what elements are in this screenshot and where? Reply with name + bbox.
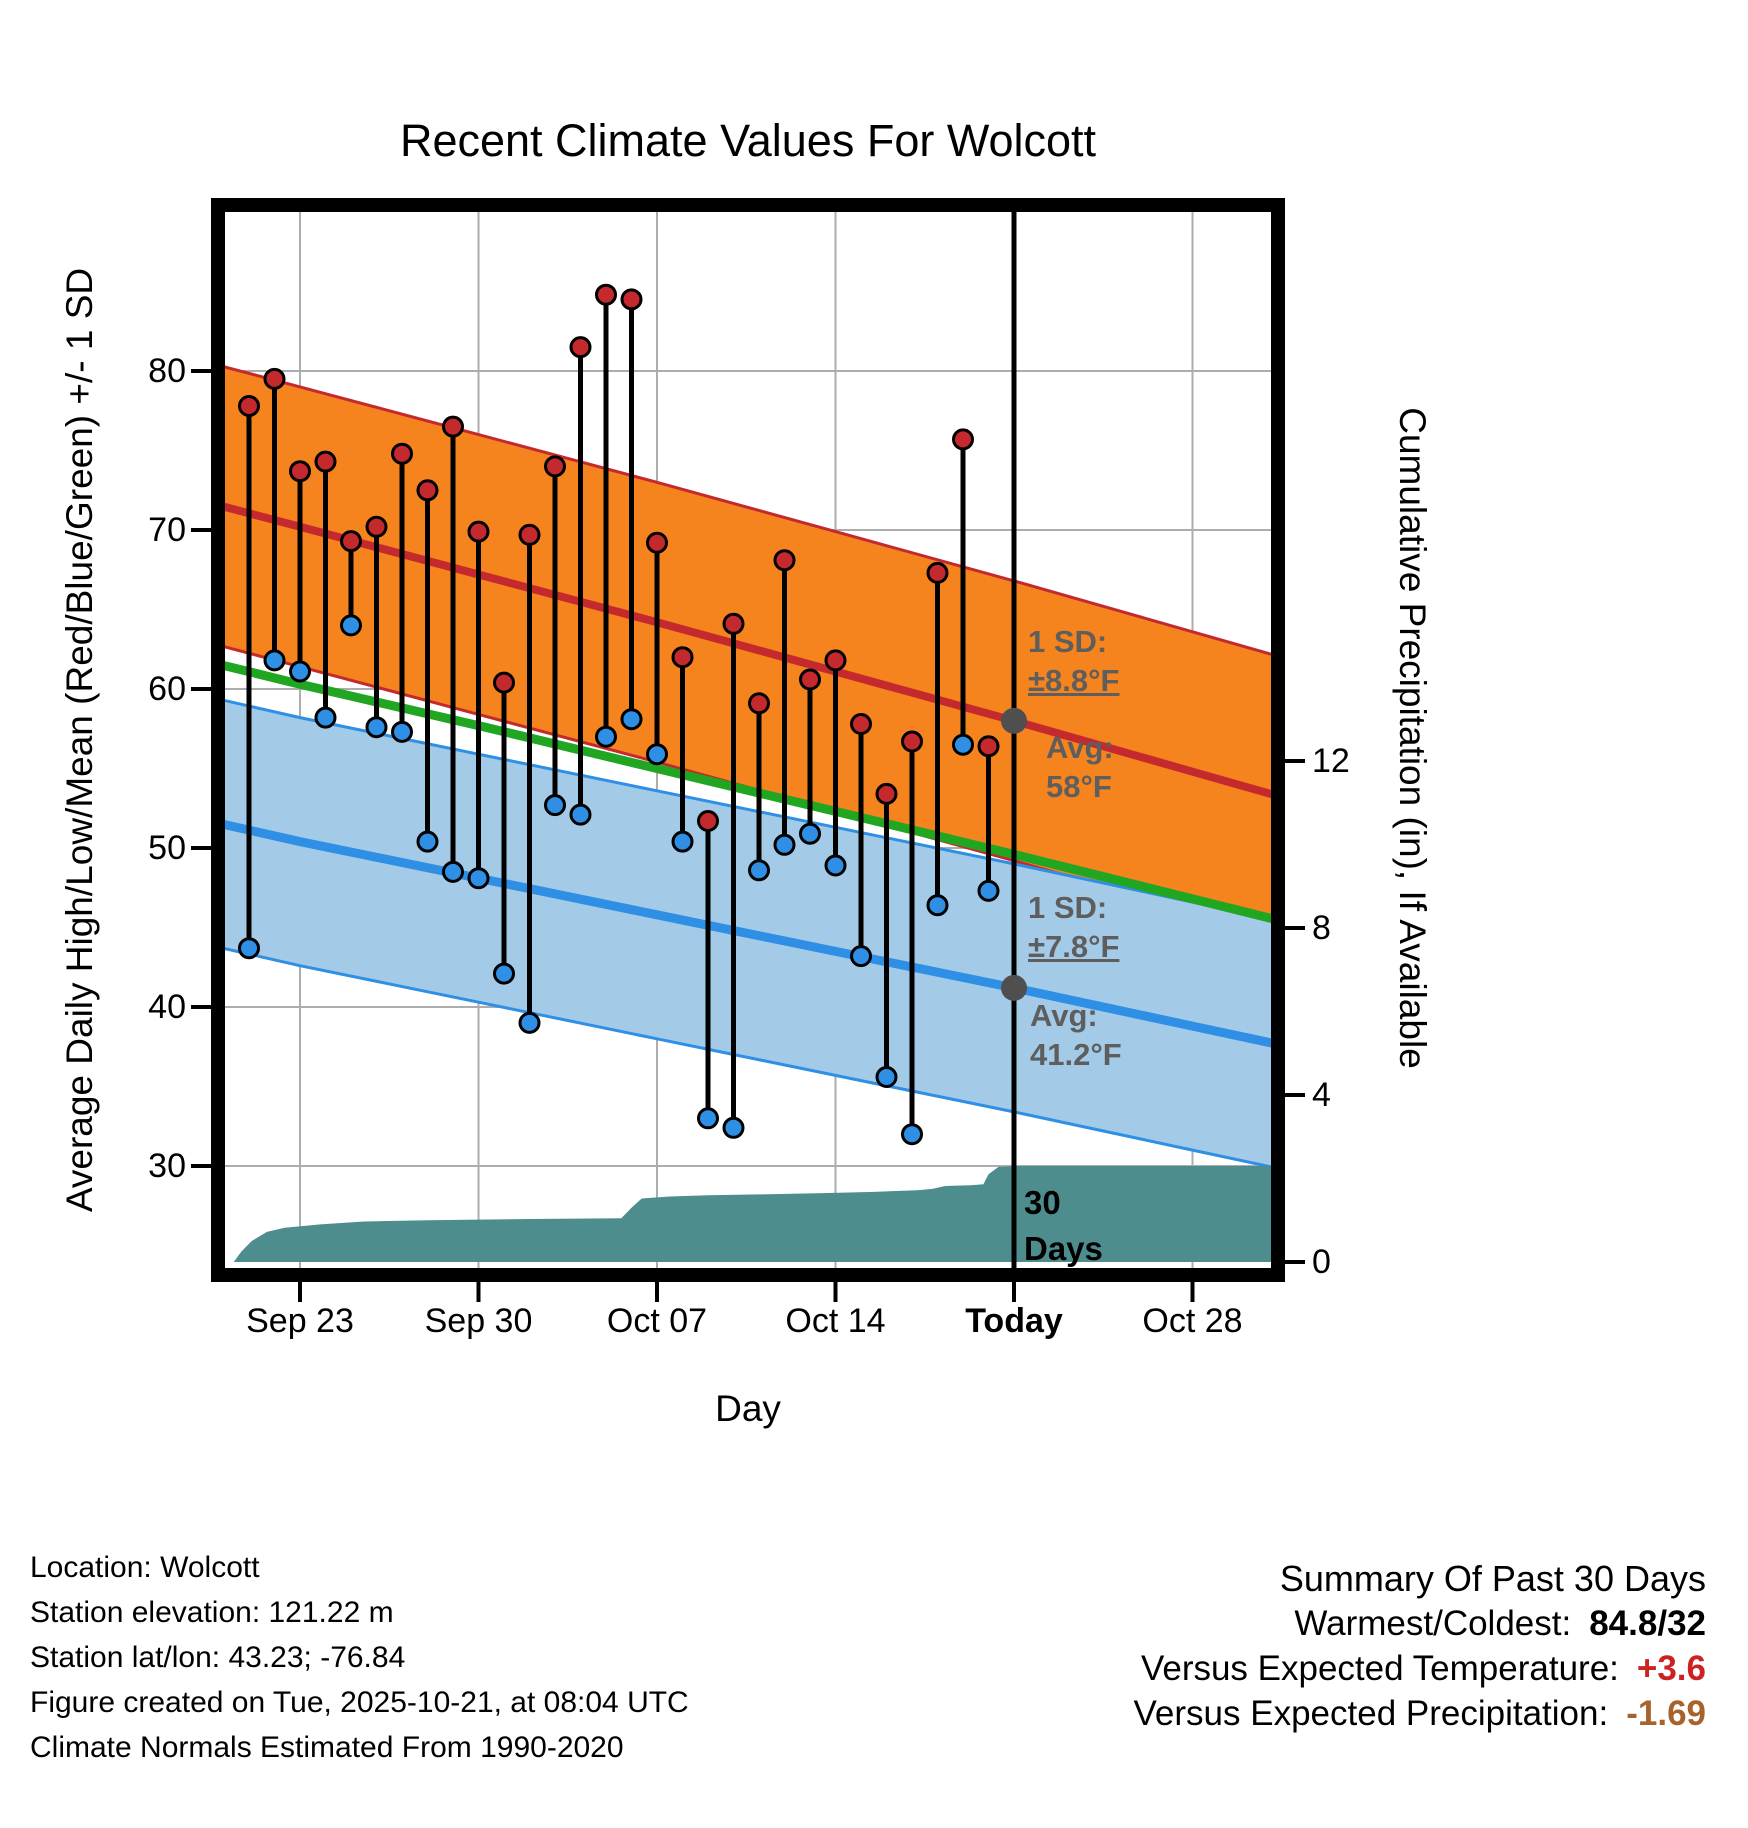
summary-row-vs-precipitation: Versus Expected Precipitation: -1.69 (1134, 1691, 1707, 1736)
low-avg-annotation: Avg: 41.2°F (1030, 996, 1122, 1074)
x-axis-tick-label: Oct 14 (785, 1302, 886, 1340)
low-sd-label: 1 SD: (1028, 890, 1108, 925)
summary-value: -1.69 (1626, 1694, 1706, 1733)
y-axis-label-left: Average Daily High/Low/Mean (Red/Blue/Gr… (59, 267, 100, 1213)
summary-value: +3.6 (1636, 1649, 1706, 1688)
chart-title: Recent Climate Values For Wolcott (399, 115, 1097, 166)
high-sd-label: 1 SD: (1028, 624, 1108, 659)
x-axis-tick-label: Oct 28 (1142, 1302, 1243, 1340)
high-sd-value: ±8.8°F (1028, 663, 1120, 698)
y-axis-tick-label: 70 (148, 511, 186, 549)
low-avg-value: 41.2°F (1030, 1037, 1122, 1072)
low-sd-annotation: 1 SD: ±7.8°F (1028, 888, 1119, 966)
x-axis-tick-label: Oct 07 (606, 1302, 708, 1340)
y-axis-label-right: Cumulative Precipitation (in), If Availa… (1392, 407, 1433, 1069)
y-axis-tick-label: 30 (148, 1147, 186, 1185)
metadata-location: Location: Wolcott (30, 1551, 260, 1584)
summary-row-vs-temperature: Versus Expected Temperature: +3.6 (1134, 1646, 1706, 1691)
high-avg-annotation: Avg: 58°F (1046, 728, 1114, 806)
summary-panel: Summary Of Past 30 Days Warmest/Coldest:… (1134, 1556, 1707, 1736)
high-sd-annotation: 1 SD: ±8.8°F (1028, 622, 1119, 700)
x-axis-tick-label: Sep 23 (246, 1302, 354, 1340)
y-axis-tick-label: 80 (148, 352, 186, 390)
summary-label: Versus Expected Temperature: (1140, 1649, 1619, 1688)
period-line2: Days (1024, 1230, 1103, 1267)
summary-title: Summary Of Past 30 Days (1279, 1558, 1706, 1599)
summary-row-warmest-coldest: Warmest/Coldest: 84.8/32 (1134, 1601, 1706, 1646)
y2-axis-tick-label: 12 (1312, 742, 1350, 780)
metadata-elevation: Station elevation: 121.22 m (30, 1596, 394, 1629)
summary-label: Warmest/Coldest: (1294, 1604, 1572, 1643)
y-axis-tick-label: 40 (148, 988, 186, 1026)
x-axis-tick-label: Sep 30 (424, 1302, 533, 1340)
figure-metadata: Location: Wolcott Station elevation: 121… (30, 1545, 689, 1770)
summary-label: Versus Expected Precipitation: (1133, 1694, 1609, 1733)
metadata-latlon: Station lat/lon: 43.23; -76.84 (30, 1641, 406, 1674)
y-axis-tick-label: 50 (148, 829, 186, 867)
x-axis-label: Day (715, 1388, 781, 1429)
y2-axis-tick-label: 0 (1312, 1243, 1331, 1281)
y-axis-tick-label: 60 (148, 670, 186, 708)
x-axis-tick-label: Today (965, 1302, 1063, 1340)
y2-axis-tick-label: 4 (1312, 1076, 1331, 1114)
high-avg-label: Avg: (1046, 730, 1114, 765)
period-line1: 30 (1024, 1184, 1061, 1221)
metadata-normals: Climate Normals Estimated From 1990-2020 (30, 1731, 624, 1764)
high-avg-value: 58°F (1046, 769, 1112, 804)
low-sd-value: ±7.8°F (1028, 929, 1120, 964)
period-annotation: 30 Days (1024, 1180, 1103, 1272)
summary-value: 84.8/32 (1589, 1604, 1706, 1643)
metadata-created: Figure created on Tue, 2025-10-21, at 08… (30, 1686, 689, 1719)
y2-axis-tick-label: 8 (1312, 909, 1331, 947)
low-avg-label: Avg: (1030, 998, 1098, 1033)
